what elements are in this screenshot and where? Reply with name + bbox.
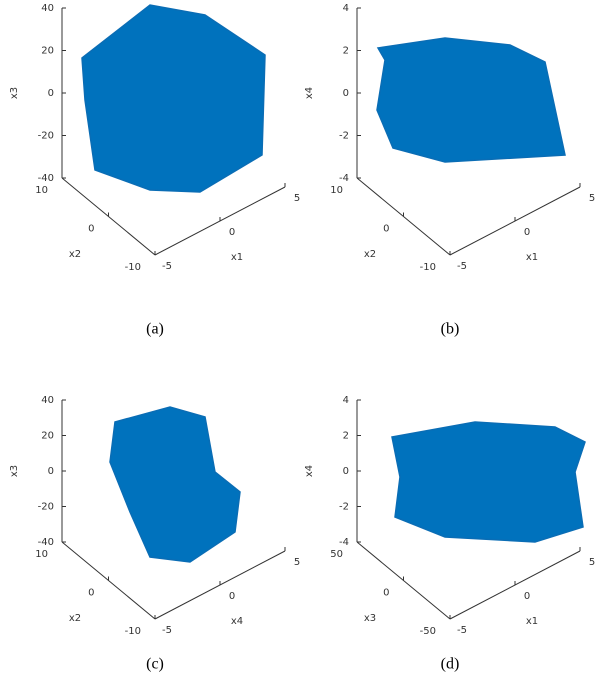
y-tick-label: -10: [125, 626, 141, 637]
y-tick-label: 0: [383, 588, 389, 599]
z-tick-label: 0: [48, 88, 54, 99]
x-axis-label: x1: [526, 616, 538, 627]
attractor: [109, 406, 241, 563]
z-tick-label: 4: [343, 395, 349, 406]
y-tick-label: 0: [383, 224, 389, 235]
x-tick-label: -5: [457, 625, 467, 636]
y-tick-label: 10: [35, 549, 48, 560]
y-tick-label: -10: [420, 262, 436, 273]
z-tick-label: 20: [41, 46, 54, 57]
x-axis-label: x4: [231, 616, 243, 627]
y-tick-label: 10: [330, 185, 343, 196]
caption: (b): [441, 321, 460, 338]
z-tick-label: 40: [41, 3, 54, 14]
y-axis-label: x2: [69, 249, 81, 260]
z-axis-label: x3: [9, 87, 20, 99]
z-tick-label: 2: [343, 431, 349, 442]
y-axis-label: x2: [69, 613, 81, 624]
z-tick-label: -20: [38, 502, 54, 513]
x-tick-label: 5: [589, 193, 595, 204]
z-axis-label: x3: [9, 465, 20, 477]
z-axis-label: x4: [304, 87, 315, 99]
y-axis-label: x3: [364, 613, 376, 624]
x-tick-label: 0: [524, 227, 530, 238]
y-axis-label: x2: [364, 249, 376, 260]
x-axis-label: x1: [526, 252, 538, 263]
x-tick-label: 5: [294, 557, 300, 568]
z-axis-label: x4: [304, 465, 315, 477]
z-tick-label: 4: [343, 3, 349, 14]
caption: (d): [441, 656, 460, 673]
z-tick-label: 0: [343, 88, 349, 99]
x-tick-label: 5: [589, 557, 595, 568]
z-tick-label: -40: [38, 537, 54, 548]
attractor: [81, 4, 266, 193]
x-tick-label: 5: [294, 193, 300, 204]
z-tick-label: 0: [48, 466, 54, 477]
z-tick-label: 2: [343, 46, 349, 57]
caption: (a): [146, 321, 164, 338]
z-tick-label: 20: [41, 431, 54, 442]
y-tick-label: 50: [330, 549, 343, 560]
x-tick-label: -5: [162, 625, 172, 636]
attractor: [376, 37, 566, 163]
z-tick-label: -4: [339, 173, 349, 184]
attractor: [391, 421, 586, 543]
x-tick-label: 0: [524, 591, 530, 602]
z-tick-label: -40: [38, 173, 54, 184]
x-tick-label: -5: [162, 261, 172, 272]
y-tick-label: -50: [420, 626, 436, 637]
z-tick-label: -2: [339, 502, 349, 513]
caption: (c): [146, 656, 164, 673]
x-axis-label: x1: [231, 252, 243, 263]
z-tick-label: 40: [41, 395, 54, 406]
y-tick-label: 10: [35, 185, 48, 196]
z-tick-label: 0: [343, 466, 349, 477]
y-tick-label: -10: [125, 262, 141, 273]
y-tick-label: 0: [88, 588, 94, 599]
x-tick-label: 0: [229, 591, 235, 602]
z-tick-label: -20: [38, 131, 54, 142]
z-tick-label: -4: [339, 537, 349, 548]
x-tick-label: 0: [229, 227, 235, 238]
x-tick-label: -5: [457, 261, 467, 272]
z-tick-label: -2: [339, 131, 349, 142]
y-tick-label: 0: [88, 224, 94, 235]
